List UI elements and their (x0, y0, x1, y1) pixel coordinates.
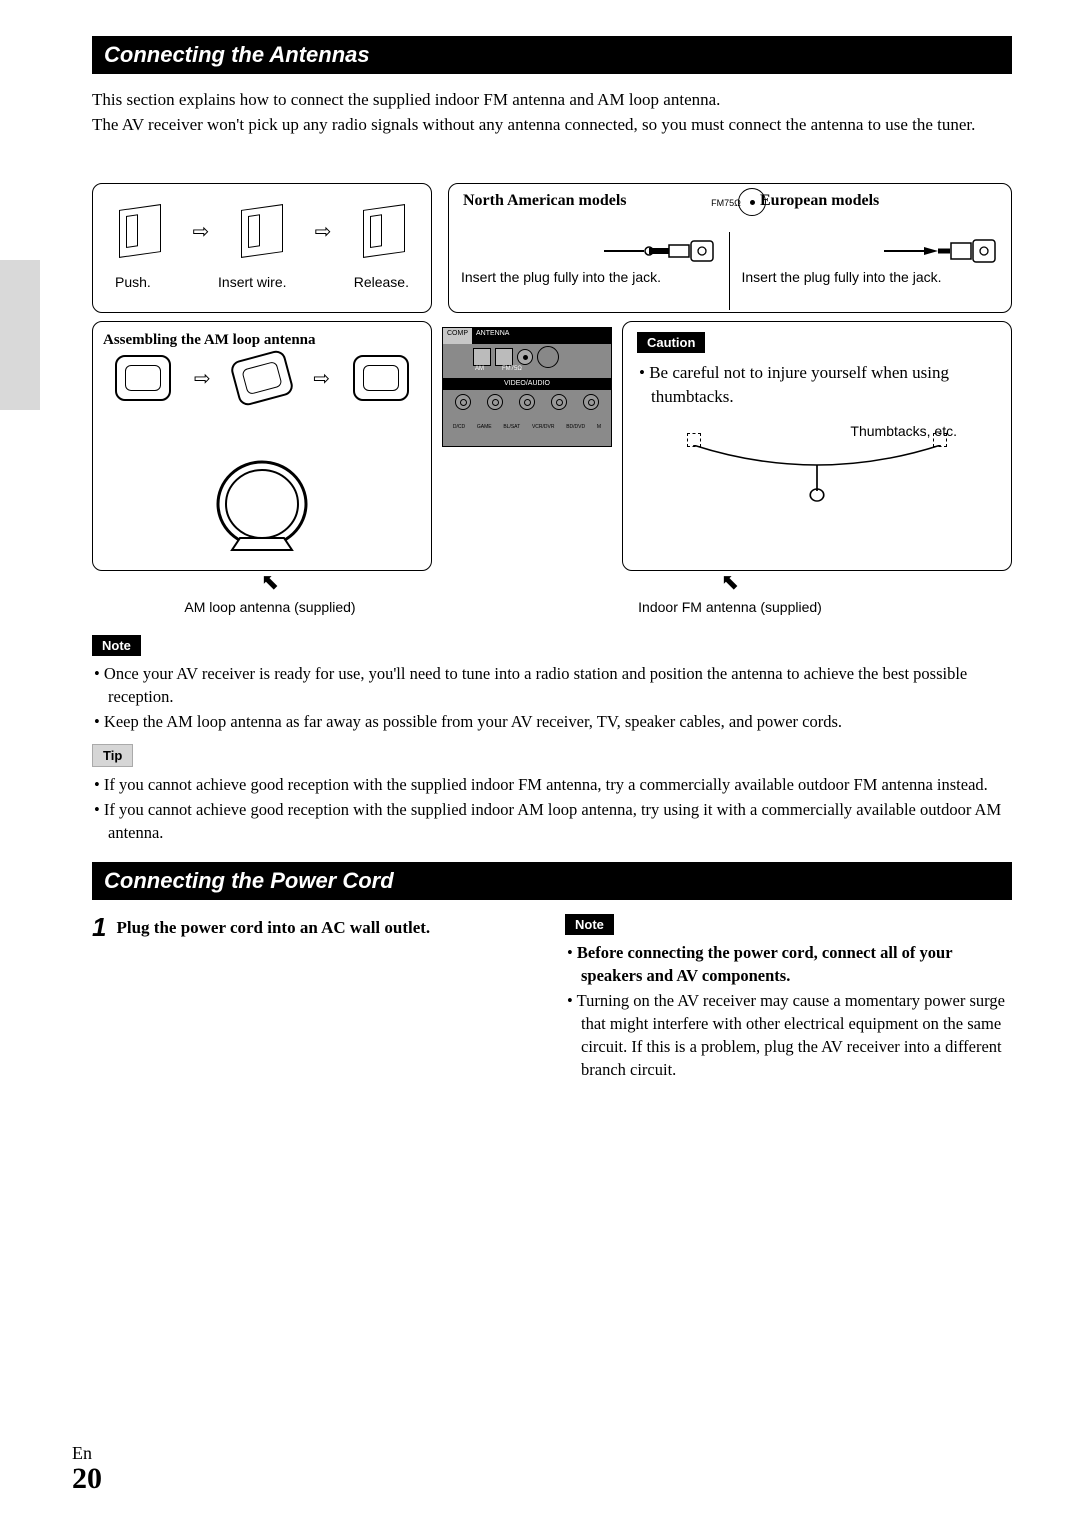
caution-badge: Caution (637, 332, 705, 353)
tip-block-1: Tip If you cannot achieve good reception… (92, 744, 1012, 844)
antenna-diagram: ⇨ ⇨ Push. Insert wire. Release. North Am… (92, 183, 1012, 615)
na-plug-icon (461, 236, 719, 266)
device-input-label: GAME (477, 424, 492, 430)
section-title: Connecting the Antennas (104, 42, 370, 67)
step-number: 1 (92, 914, 106, 940)
terminal-insert-icon (241, 204, 283, 258)
intro-text: This section explains how to connect the… (92, 88, 1012, 137)
rca-jack-icon (583, 394, 599, 410)
rca-jack-icon (519, 394, 535, 410)
rca-jack-icon (487, 394, 503, 410)
push-label: Push. (115, 274, 151, 290)
arrow-icon: ⇨ (315, 219, 332, 244)
thumbtack-figure: Thumbtacks, etc. (637, 423, 997, 493)
am-terminal-icon (495, 348, 513, 366)
tip-badge: Tip (92, 744, 133, 767)
note-block-1: Note Once your AV receiver is ready for … (92, 635, 1012, 733)
pointer-arrow-icon: ⬉ (721, 569, 739, 594)
am-loop-step1-icon (115, 355, 171, 401)
device-input-label: D/CD (453, 424, 465, 430)
am-loop-step2-icon (229, 349, 295, 408)
device-am-label: AM (475, 366, 484, 372)
rca-jack-icon (551, 394, 567, 410)
eu-models-label: European models (750, 192, 999, 210)
note-badge: Note (565, 914, 614, 935)
device-input-label: VCR/DVR (532, 424, 555, 430)
page-footer: En 20 (72, 1443, 102, 1494)
am-assembly-title: Assembling the AM loop antenna (103, 332, 421, 349)
caution-panel: Caution • Be careful not to injure yours… (622, 321, 1012, 571)
step-text: Plug the power cord into an AC wall outl… (116, 914, 430, 939)
na-plug-section: Insert the plug fully into the jack. (461, 232, 730, 310)
insert-wire-label: Insert wire. (218, 274, 286, 290)
power-step-column: 1 Plug the power cord into an AC wall ou… (92, 914, 539, 1092)
arrow-icon: ⇨ (313, 366, 330, 391)
am-assembly-panel: Assembling the AM loop antenna ⇨ ⇨ (92, 321, 432, 571)
tip-bullet: If you cannot achieve good reception wit… (94, 773, 1012, 796)
terminal-release-icon (363, 204, 405, 258)
eu-jack-text: Insert the plug fully into the jack. (742, 268, 1000, 286)
device-comp-label: COMP (443, 328, 472, 344)
fm-jack-icon (738, 188, 766, 216)
na-models-label: North American models (461, 192, 702, 210)
am-caption: AM loop antenna (supplied) (92, 599, 448, 615)
device-av-label: VIDEO/AUDIO (443, 378, 611, 390)
section-header-antennas: Connecting the Antennas (92, 36, 1012, 74)
note-bullet: Before connecting the power cord, connec… (567, 941, 1012, 987)
na-jack-text: Insert the plug fully into the jack. (461, 268, 719, 286)
spare-terminal-icon (537, 346, 559, 368)
intro-line-1: This section explains how to connect the… (92, 88, 1012, 113)
am-loop-assembled-icon (202, 460, 322, 560)
note-bullet: Turning on the AV receiver may cause a m… (567, 989, 1012, 1081)
language-code: En (72, 1443, 102, 1464)
rca-jack-icon (455, 394, 471, 410)
note-bullet-bold: Before connecting the power cord, connec… (577, 943, 952, 985)
device-antenna-label: ANTENNA (472, 328, 611, 344)
fm-terminal-icon (517, 349, 533, 365)
section-title: Connecting the Power Cord (104, 868, 394, 893)
device-input-label: BD/DVD (566, 424, 585, 430)
caution-bullet-text: Be careful not to injure yourself when u… (649, 363, 949, 406)
am-loop-step3-icon (353, 355, 409, 401)
power-note-column: Note Before connecting the power cord, c… (565, 914, 1012, 1092)
caution-text: • Be careful not to injure yourself when… (637, 361, 997, 409)
arrow-icon: ⇨ (194, 366, 211, 391)
intro-line-2: The AV receiver won't pick up any radio … (92, 113, 1012, 138)
arrow-icon: ⇨ (193, 219, 210, 244)
fm-caption: Indoor FM antenna (supplied) (448, 599, 1012, 615)
am-terminal-icon (473, 348, 491, 366)
device-fm-label: FM75Ω (502, 366, 522, 372)
page-side-tab (0, 260, 40, 410)
release-label: Release. (354, 274, 409, 290)
tip-bullet: If you cannot achieve good reception wit… (94, 798, 1012, 844)
note-bullet: Keep the AM loop antenna as far away as … (94, 710, 1012, 733)
note-badge: Note (92, 635, 141, 656)
fm-wire-icon (637, 445, 997, 505)
receiver-back-panel-icon: COMP ANTENNA AM FM75Ω VIDEO/AUDIO (442, 327, 612, 447)
note-bullet: Once your AV receiver is ready for use, … (94, 662, 1012, 708)
device-input-label: BL/SAT (503, 424, 520, 430)
device-input-label: M (597, 424, 601, 430)
eu-plug-section: Insert the plug fully into the jack. (730, 232, 1000, 310)
section-header-power-cord: Connecting the Power Cord (92, 862, 1012, 900)
terminal-push-icon (119, 204, 161, 258)
fm-plug-panel: North American models FM75Ω European mod… (448, 183, 1012, 313)
terminal-connection-panel: ⇨ ⇨ Push. Insert wire. Release. (92, 183, 432, 313)
page-number: 20 (72, 1464, 102, 1494)
pointer-arrow-icon: ⬉ (261, 569, 279, 594)
eu-plug-icon (742, 236, 1000, 266)
